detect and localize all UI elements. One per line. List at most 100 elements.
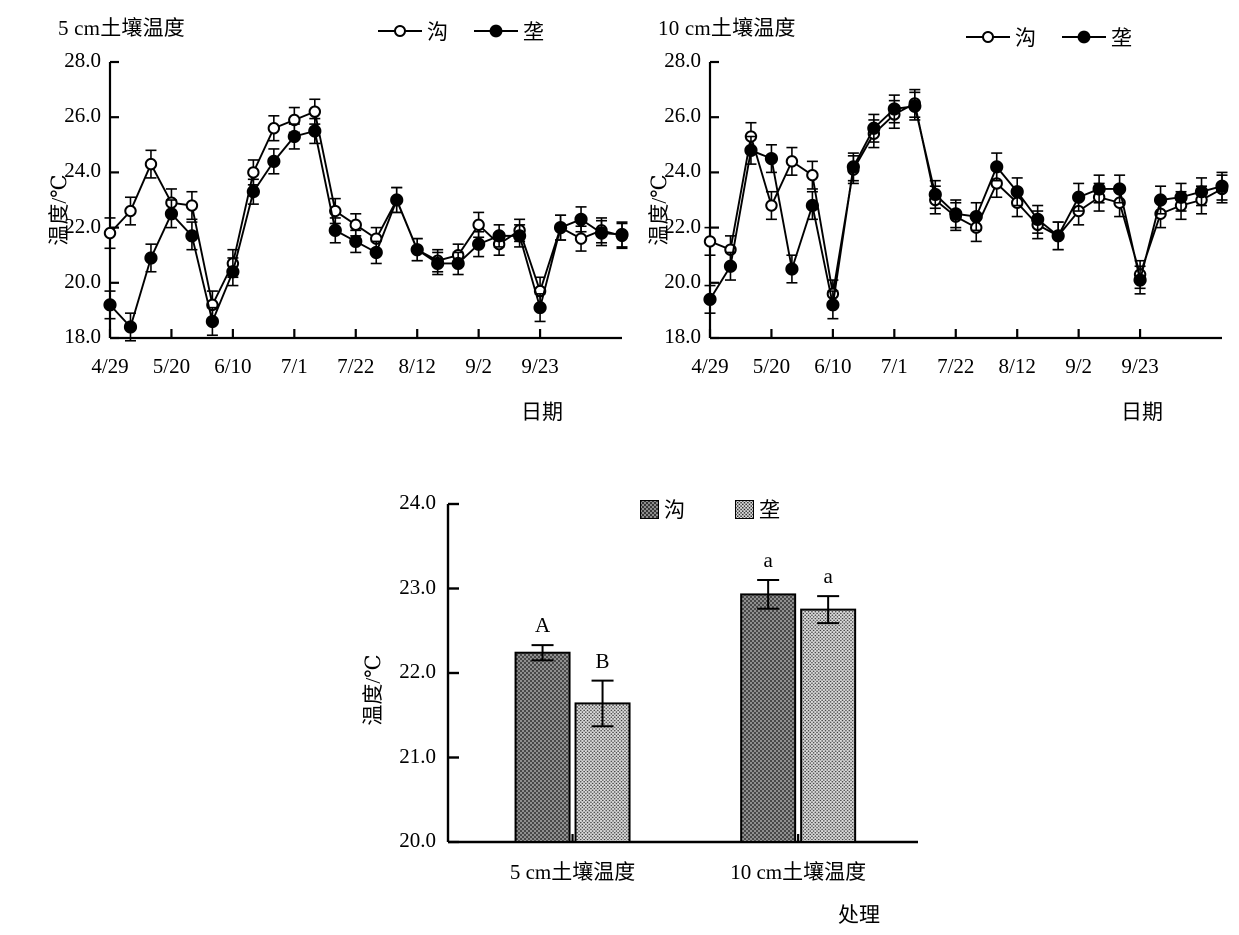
y-tick-label: 20.0: [664, 268, 701, 293]
panel-b-legend: 沟 垄: [966, 22, 1132, 52]
x-tick-label: 4/29: [91, 354, 129, 378]
panel-mean-bar-chart: 沟 垄 温度/℃ 处理 20.0 21.0 22.0 23.0 24.0 A B 5 cm土壤…: [330, 480, 950, 935]
data-point-long: [1113, 182, 1127, 196]
data-point-long: [1072, 190, 1086, 204]
x-tick-label: 5/20: [752, 354, 791, 378]
data-point-long: [287, 129, 301, 144]
open-circle-line-icon: [378, 25, 422, 37]
error-bar: [591, 679, 614, 728]
x-tick-label: 7/1: [880, 354, 908, 378]
data-point-long: [226, 265, 240, 279]
legend-label-gou: 沟: [664, 498, 685, 522]
data-point-long: [267, 154, 281, 168]
data-point-long: [492, 229, 506, 243]
x-tick-label: 9/2: [1065, 354, 1093, 378]
data-point-long: [553, 221, 568, 235]
legend-entry-long: 垄: [1062, 22, 1132, 52]
data-point-long: [349, 234, 363, 248]
data-point-gou: [806, 168, 819, 182]
y-tick-label: 22.0: [399, 659, 436, 683]
significance-letter: B: [595, 648, 610, 673]
data-point-long: [513, 229, 527, 243]
data-point-long: [246, 185, 260, 199]
legend-swatch-long-icon: [735, 499, 754, 519]
data-point-long: [1133, 273, 1147, 287]
data-point-long: [969, 209, 983, 224]
data-point-long: [308, 124, 322, 138]
x-tick-label: 5/20: [152, 354, 191, 378]
legend-entry-long: 垄: [474, 16, 544, 46]
data-point-long: [410, 243, 424, 257]
x-tick-label: 4/29: [691, 354, 729, 378]
data-point-long: [615, 227, 629, 242]
y-tick-label: 18.0: [664, 324, 701, 348]
legend-label-long: 垄: [1111, 26, 1132, 50]
significance-letter: a: [763, 548, 773, 573]
data-point-gou: [349, 218, 362, 232]
y-tick-label: 26.0: [64, 103, 101, 128]
data-point-long: [164, 207, 179, 221]
x-tick-label: 9/2: [465, 354, 493, 378]
data-point-gou: [247, 166, 260, 179]
legend-label-gou: 沟: [1015, 26, 1036, 50]
data-point-long: [744, 143, 758, 157]
data-point-long: [723, 259, 738, 273]
data-point-long: [390, 193, 404, 207]
legend-entry-long-bar: 垄: [735, 494, 780, 524]
x-category-label: 10 cm土壤温度: [730, 860, 867, 884]
bar-long: [800, 608, 857, 843]
data-point-long: [103, 298, 117, 312]
bar-gou: [740, 593, 797, 844]
y-tick-label: 18.0: [64, 324, 101, 348]
bar-gou: [514, 651, 571, 843]
data-point-long: [1174, 190, 1188, 204]
data-point-long: [949, 207, 963, 221]
panel-10cm-line-chart: 10 cm土壤温度 沟 垄 温度/℃ 日期 18.0 20.0 22.0 24.0 26…: [600, 0, 1239, 440]
series-line-long: [709, 105, 1223, 306]
data-point-gou: [124, 204, 137, 218]
legend-label-long: 垄: [523, 20, 544, 44]
y-tick-label: 20.0: [399, 828, 436, 852]
data-point-long: [574, 212, 588, 226]
data-point-long: [328, 223, 342, 237]
data-point-gou: [765, 199, 778, 212]
data-point-gou: [185, 199, 199, 212]
panel-b-x-axis-title: 日期: [1121, 400, 1163, 424]
data-point-gou: [472, 218, 485, 232]
x-tick-label: 9/23: [1121, 354, 1159, 378]
x-tick-label: 8/12: [998, 354, 1036, 378]
filled-circle-line-icon: [474, 24, 518, 38]
series-line-long: [109, 129, 623, 329]
data-point-gou: [144, 157, 158, 171]
data-point-long: [1194, 185, 1209, 199]
legend-entry-gou: 沟: [378, 16, 448, 46]
error-bar: [531, 644, 554, 662]
data-point-gou: [703, 235, 717, 248]
data-point-gou: [574, 232, 588, 245]
y-tick-label: 22.0: [64, 213, 101, 238]
legend-entry-gou-bar: 沟: [640, 494, 685, 524]
y-tick-label: 26.0: [664, 103, 701, 128]
panel-b-plot-area: [703, 60, 1229, 340]
x-tick-label: 8/12: [398, 354, 436, 378]
data-point-long: [472, 237, 486, 251]
error-bar: [817, 595, 840, 625]
legend-label-long: 垄: [759, 498, 780, 522]
panel-5cm-line-chart: 5 cm土壤温度 沟 垄 温度/℃ 日期 18.0 20.0 22.0 24.0 26.…: [0, 0, 640, 440]
data-point-long: [846, 160, 860, 174]
data-point-long: [1092, 182, 1106, 196]
x-tick-label: 7/22: [937, 354, 975, 378]
data-point-long: [990, 160, 1004, 174]
panel-b-title: 10 cm土壤温度: [658, 16, 796, 40]
panel-a-plot-area: [103, 60, 629, 342]
x-tick-label: 9/23: [521, 354, 559, 378]
data-point-long: [1215, 179, 1229, 193]
error-bar: [757, 579, 780, 610]
filled-circle-line-icon: [1062, 30, 1106, 44]
y-tick-label: 23.0: [399, 574, 436, 599]
x-category-label: 5 cm土壤温度: [509, 860, 636, 884]
data-point-long: [1010, 185, 1024, 199]
y-tick-label: 22.0: [664, 213, 701, 238]
data-point-long: [1153, 193, 1168, 207]
data-point-long: [764, 152, 779, 166]
